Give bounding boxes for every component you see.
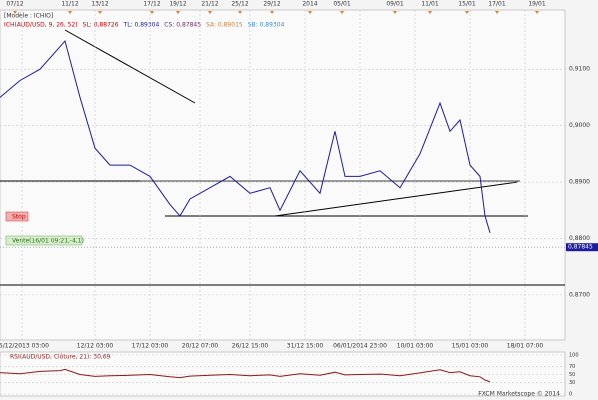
price-line (0, 39, 491, 233)
last-price-box (566, 243, 598, 252)
x-tick-label: 26/12 15:00 (232, 343, 269, 350)
x-tick-label: 07/12 (6, 1, 23, 8)
x-tick-label: 20/12 07:00 (182, 343, 219, 350)
x-tick-label: 11/12 (61, 1, 78, 8)
x-tick-label: 21/12 (201, 1, 218, 8)
x-tick-label: 05/01 (333, 1, 350, 8)
x-tick-label: 05/12/2013 03:00 (0, 343, 49, 350)
x-tick-label: 18/01 07:00 (507, 343, 544, 350)
indicator-text: TL: 0,89304 (123, 22, 160, 29)
x-tick-label: 09/01 (386, 1, 403, 8)
stop-marker (5, 211, 29, 222)
x-tick-marker (428, 11, 432, 14)
x-tick-label: 25/12 (231, 1, 248, 8)
x-tick-marker (150, 11, 154, 14)
x-tick-label: 31/12 15:00 (287, 343, 324, 350)
indicator-text: SA: 0,89015 (206, 22, 243, 29)
x-tick-label: 17/12 03:00 (132, 343, 169, 350)
order-marker (5, 235, 83, 246)
x-tick-label: 10/01 03:00 (397, 343, 434, 350)
x-tick-marker (98, 11, 102, 14)
x-tick-marker (393, 11, 397, 14)
rsi-title: RSI(AUD/USD, Clôture, 21): 30,69 (10, 354, 111, 361)
x-tick-label: 2014 (302, 1, 317, 8)
x-tick-marker (495, 11, 499, 14)
x-tick-marker (340, 11, 344, 14)
model-label: [Modèle : ICHIO] (4, 13, 53, 20)
y-tick-label: 70 (569, 364, 575, 370)
trend-line (64, 29, 196, 104)
last-price-label: 0,87845 (568, 244, 593, 251)
y-tick-label: 0,8900 (569, 179, 590, 186)
footer: FXCM Marketscope © 2014 (478, 391, 560, 398)
x-tick-marker (208, 11, 212, 14)
x-tick-label: 19/01 (528, 1, 545, 8)
x-tick-marker (308, 11, 312, 14)
indicator-text: SB: 0,89304 (248, 22, 285, 29)
indicator-text: ICH(AUD/USD, 9, 26, 52) (4, 22, 78, 29)
stop-label: Stop (12, 214, 26, 221)
x-tick-label: 15/01 (458, 1, 475, 8)
x-tick-marker (465, 11, 469, 14)
x-tick-label: 29/12 (263, 1, 280, 8)
indicator-legend: ICH(AUD/USD, 9, 26, 52) SL: 0,88726 TL: 0,… (4, 22, 285, 29)
order-label: Vente(16/01 09:21,-4,1) (12, 238, 84, 245)
indicator-text: CS: 0,87845 (164, 22, 201, 29)
x-tick-marker (270, 11, 274, 14)
x-tick-marker (13, 11, 17, 14)
x-tick-marker (176, 11, 180, 14)
y-tick-label: 0,8800 (569, 235, 590, 242)
y-tick-label: 30 (569, 380, 575, 386)
x-tick-label: 17/01 (488, 1, 505, 8)
x-tick-marker (68, 11, 72, 14)
x-tick-label: 19/12 (169, 1, 186, 8)
y-tick-label: 0 (569, 392, 572, 398)
x-tick-label: 17/12 (143, 1, 160, 8)
y-tick-label: 0,9000 (569, 122, 590, 129)
x-tick-label: 11/01 (421, 1, 438, 8)
x-tick-marker (238, 11, 242, 14)
x-tick-label: 15/01 03:00 (452, 343, 489, 350)
y-tick-label: 50 (569, 372, 575, 378)
y-tick-label: 100 (569, 353, 579, 359)
x-tick-label: 06/01/2014 23:00 (333, 343, 387, 350)
indicator-text: SL: 0,88726 (83, 22, 119, 29)
x-tick-marker (535, 11, 539, 14)
y-tick-label: 0,8700 (569, 291, 590, 298)
x-tick-label: 13/12 (91, 1, 108, 8)
y-tick-label: 0,9100 (569, 66, 590, 73)
price-line (0, 368, 491, 383)
trend-line (274, 181, 519, 217)
rsi-panel (0, 351, 566, 397)
main-panel (0, 9, 566, 341)
x-tick-label: 12/12 03:00 (77, 343, 114, 350)
